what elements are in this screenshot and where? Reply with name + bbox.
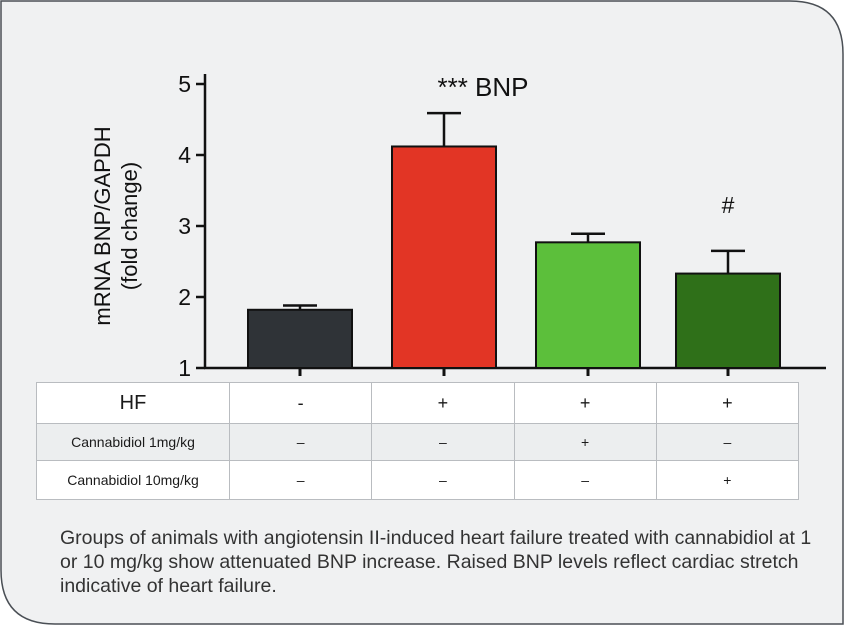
table-cell: +: [513, 382, 657, 424]
y-tick-label: 3: [178, 213, 191, 239]
y-tick-label: 1: [178, 355, 191, 380]
bar: [675, 272, 781, 370]
y-tick-label: 4: [178, 142, 191, 168]
table-cell: –: [228, 460, 373, 500]
hf-row: HF - + + +: [36, 382, 800, 424]
y-axis-sublabel: (fold change): [117, 162, 142, 290]
cannabidiol-10mg-row: Cannabidiol 10mg/kg – – – +: [36, 460, 800, 500]
table-cell: –: [655, 423, 800, 461]
chart-annotation: *** BNP: [437, 72, 528, 102]
y-tick-label: 5: [178, 71, 191, 97]
table-row-label: Cannabidiol 1mg/kg: [36, 423, 230, 461]
bar: [535, 241, 641, 369]
bar: [391, 145, 497, 369]
table-cell: -: [228, 382, 373, 424]
table-cell: –: [513, 460, 657, 500]
table-row-label: HF: [36, 382, 230, 424]
significance-marker: #: [722, 192, 735, 218]
y-tick-label: 2: [178, 284, 191, 310]
table-row-label: Cannabidiol 10mg/kg: [36, 460, 230, 500]
bar: [247, 308, 353, 369]
table-cell: +: [655, 460, 800, 500]
table-cell: –: [228, 423, 373, 461]
y-axis-label: mRNA BNP/GAPDH: [90, 126, 115, 325]
bar-chart: 1 2 3 4 5 mRNA BNP/GAPDH (fold change) # *** BNP: [90, 71, 826, 380]
table-cell: +: [371, 382, 515, 424]
figure-caption: Groups of animals with angiotensin II-in…: [60, 527, 812, 597]
table-cell: +: [513, 423, 657, 461]
treatment-table: HF - + + + Cannabidiol 1mg/kg – – + – Cannabidiol …: [36, 382, 800, 500]
table-cell: –: [371, 423, 515, 461]
cannabidiol-1mg-row: Cannabidiol 1mg/kg – – + –: [36, 423, 800, 461]
table-cell: +: [655, 382, 800, 424]
table-cell: –: [371, 460, 515, 500]
